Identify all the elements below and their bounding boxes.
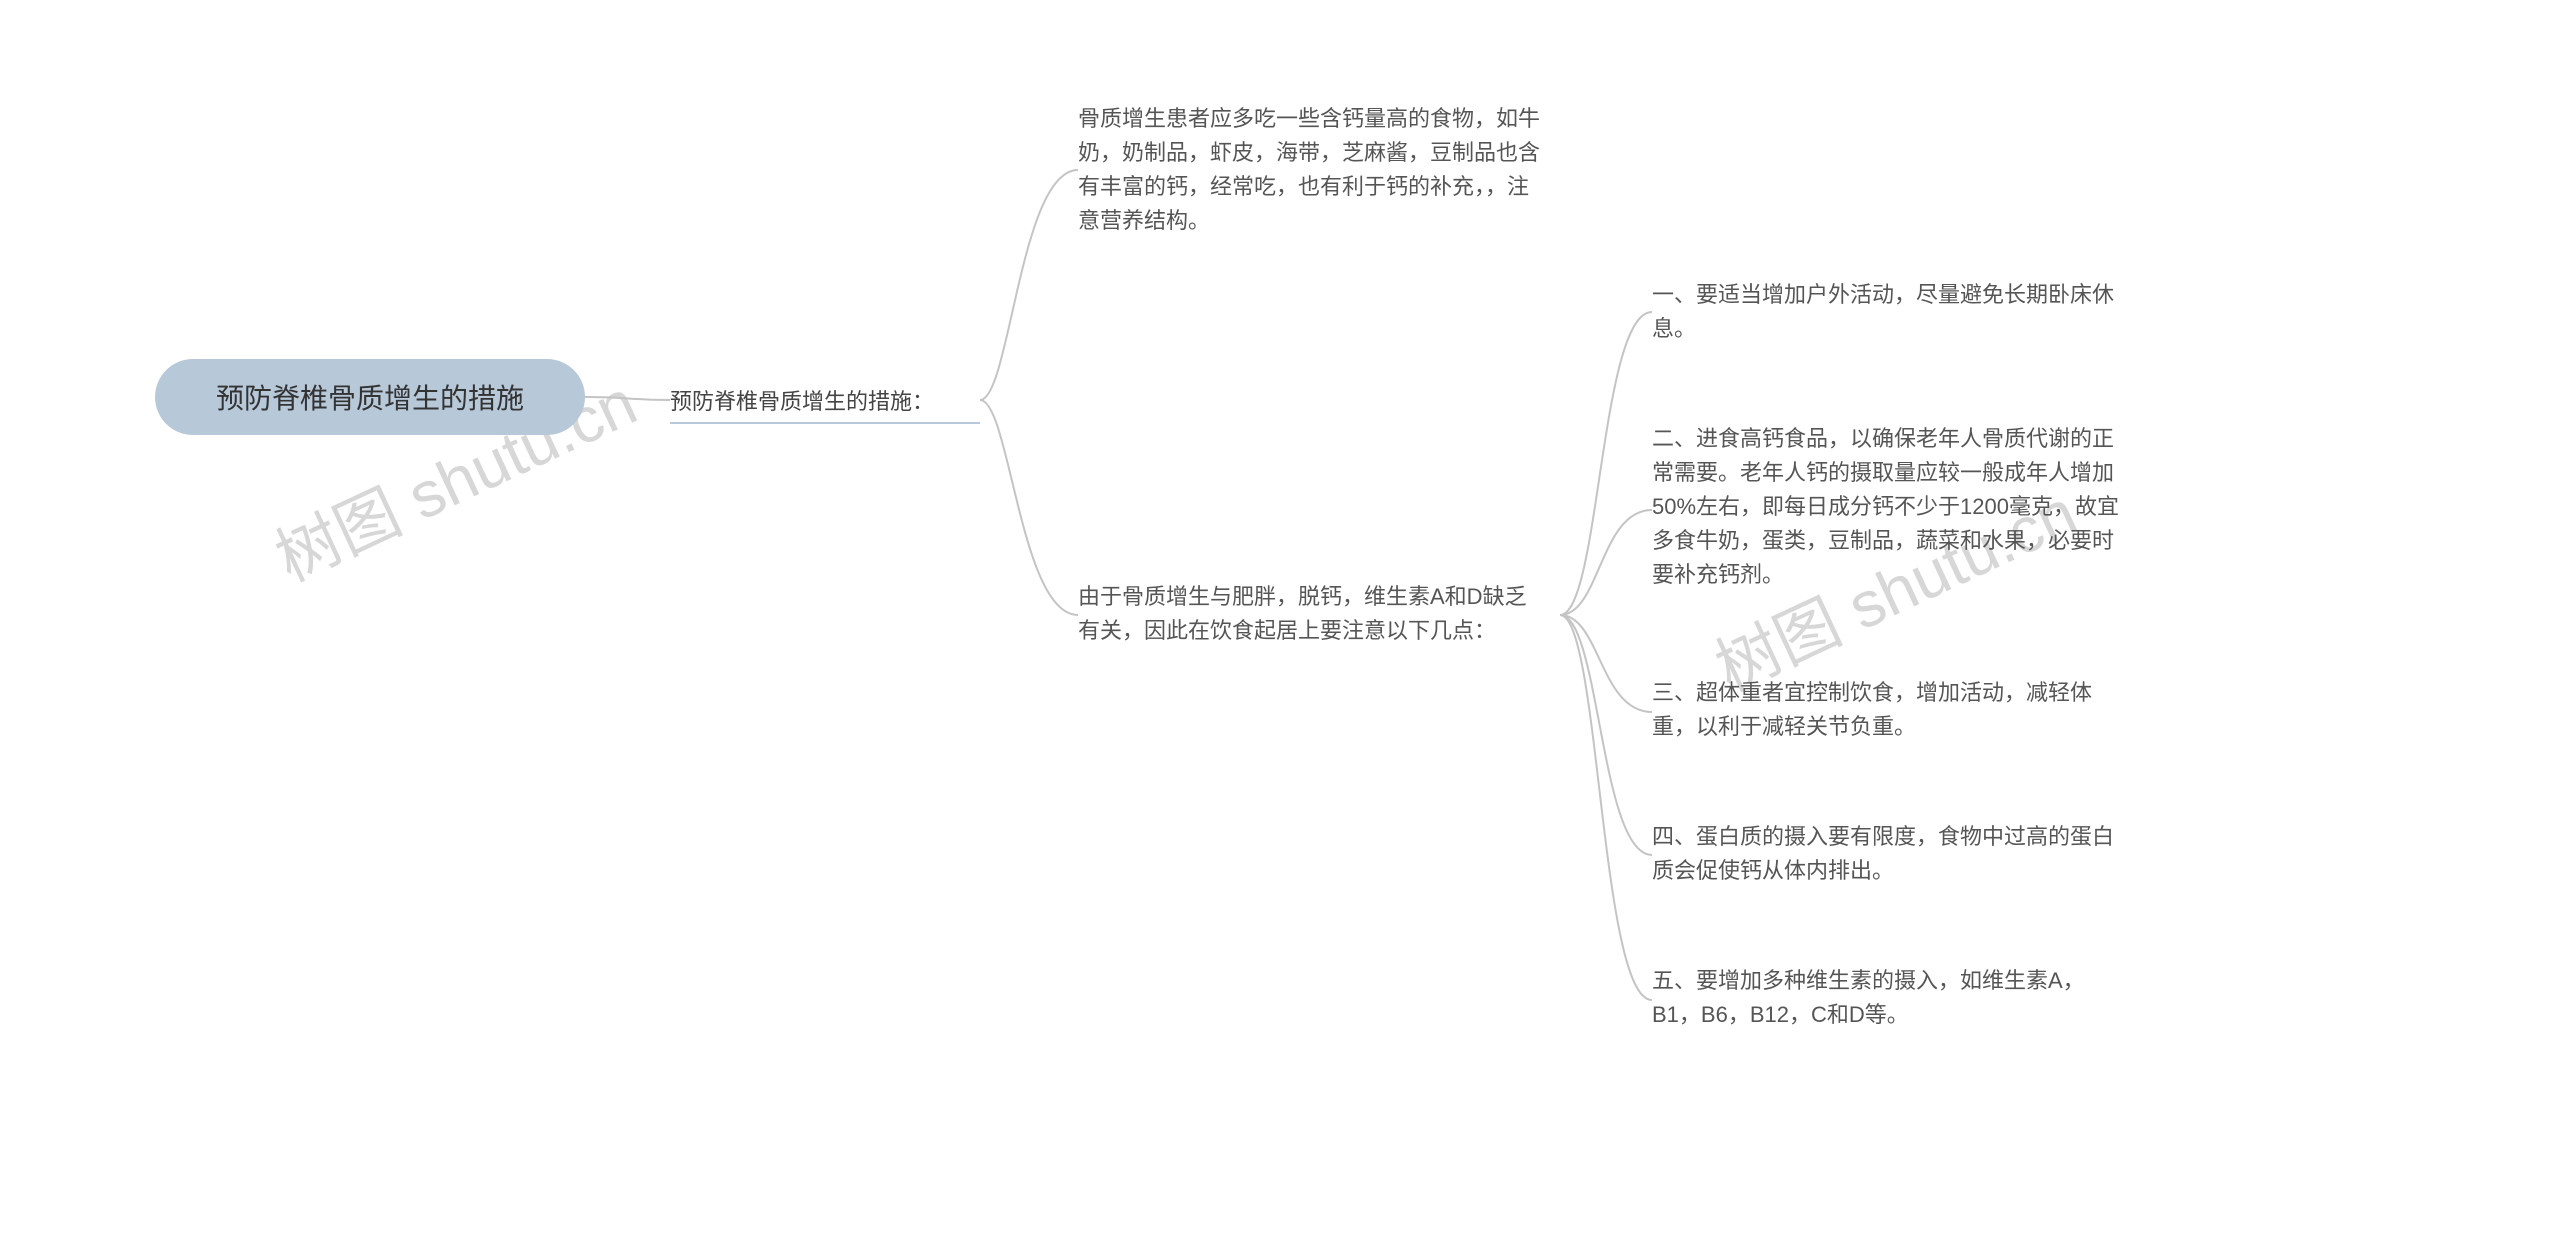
branch-a[interactable]: 骨质增生患者应多吃一些含钙量高的食物，如牛奶，奶制品，虾皮，海带，芝麻酱，豆制品…	[1078, 102, 1548, 238]
child-2[interactable]: 二、进食高钙食品，以确保老年人骨质代谢的正常需要。老年人钙的摄取量应较一般成年人…	[1652, 422, 2122, 592]
mindmap-root[interactable]: 预防脊椎骨质增生的措施	[155, 359, 585, 435]
level1-node[interactable]: 预防脊椎骨质增生的措施：	[670, 384, 980, 424]
child-5[interactable]: 五、要增加多种维生素的摄入，如维生素A，B1，B6，B12，C和D等。	[1652, 964, 2122, 1032]
child-3[interactable]: 三、超体重者宜控制饮食，增加活动，减轻体重，以利于减轻关节负重。	[1652, 676, 2122, 744]
branch-b[interactable]: 由于骨质增生与肥胖，脱钙，维生素A和D缺乏有关，因此在饮食起居上要注意以下几点：	[1078, 580, 1548, 648]
child-4[interactable]: 四、蛋白质的摄入要有限度，食物中过高的蛋白质会促使钙从体内排出。	[1652, 820, 2122, 888]
child-1[interactable]: 一、要适当增加户外活动，尽量避免长期卧床休息。	[1652, 278, 2122, 346]
